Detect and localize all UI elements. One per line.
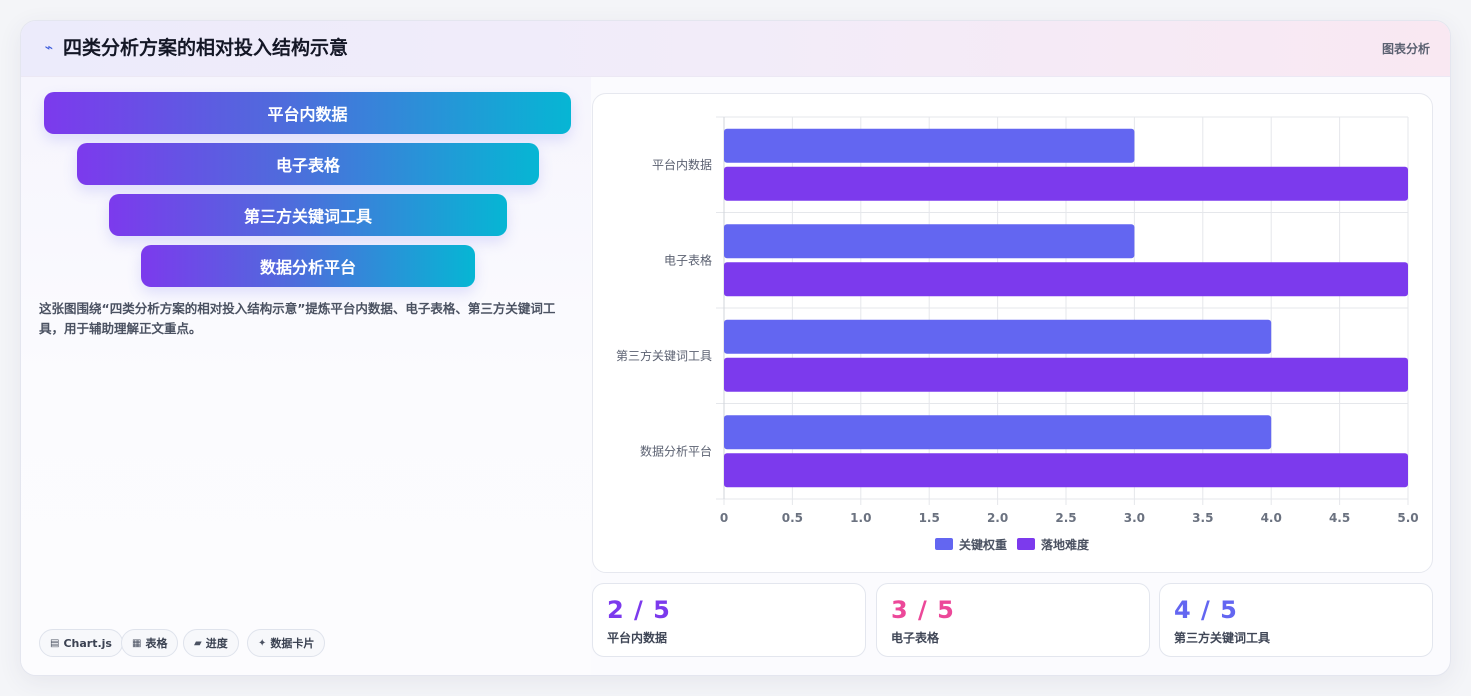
stat-value: 2 / 5 [607,596,671,624]
legend-label: 落地难度 [1041,537,1090,552]
x-tick-label: 0.5 [782,511,803,525]
funnel-bar: 电子表格 [77,143,539,185]
x-tick-label: 5.0 [1397,511,1418,525]
bar-weight [724,319,1272,354]
stat-label: 电子表格 [891,631,940,645]
funnel-bar: 数据分析平台 [141,245,475,287]
sparkle-icon: ✦ [258,637,267,649]
tag-progress[interactable]: ▰ 进度 [183,629,239,657]
category-label: 数据分析平台 [640,443,712,458]
x-tick-label: 4.5 [1329,511,1350,525]
stat-value: 3 / 5 [891,596,955,624]
x-tick-label: 4.0 [1261,511,1282,525]
stat-card: 3 / 5 电子表格 [876,583,1150,657]
left-panel: 平台内数据 电子表格 第三方关键词工具 数据分析平台 这张图围绕“四类分析方案的… [21,77,591,675]
legend-swatch [935,538,953,550]
bar-difficulty [724,166,1408,201]
bar-difficulty [724,357,1408,392]
funnel-label: 平台内数据 [267,105,348,124]
header-tag: 图表分析 [1381,42,1430,56]
x-tick-label: 1.5 [919,511,940,525]
table-icon: ▦ [132,637,142,649]
chart-card: 0 0.5 1.0 1.5 2.0 2.5 3.0 3.5 4.0 4.5 5.0 平台内数据电子表格… [592,93,1433,573]
card-header: ⌁ 四类分析方案的相对投入结构示意 图表分析 [21,21,1450,77]
chart-line-icon: ⌁ [44,40,54,56]
category-label: 平台内数据 [652,157,712,172]
stat-label: 平台内数据 [607,631,668,645]
tag-label: 表格 [145,637,168,650]
page-title: 四类分析方案的相对投入结构示意 [63,37,349,59]
analysis-card: ⌁ 四类分析方案的相对投入结构示意 图表分析 平台内数据 电子表格 第三方关键词… [20,20,1451,676]
bar-weight [724,415,1272,450]
x-tick-label: 2.5 [1055,511,1076,525]
category-label: 第三方关键词工具 [616,348,712,363]
stat-card: 2 / 5 平台内数据 [592,583,866,657]
tag-label: 进度 [205,637,228,650]
description-text: 这张图围绕“四类分析方案的相对投入结构示意”提炼平台内数据、电子表格、第三方关键… [39,301,556,336]
funnel-bar: 平台内数据 [44,92,571,134]
funnel-label: 数据分析平台 [259,258,356,277]
stat-label: 第三方关键词工具 [1174,631,1271,645]
x-tick-label: 3.0 [1124,511,1145,525]
bar-weight [724,128,1135,163]
bar-difficulty [724,262,1408,297]
tag-data-card[interactable]: ✦ 数据卡片 [247,629,326,657]
category-label: 电子表格 [664,252,712,267]
tag-label: 数据卡片 [270,637,315,650]
bar-chart: 0 0.5 1.0 1.5 2.0 2.5 3.0 3.5 4.0 4.5 5.0 平台内数据电子表格… [616,116,1419,552]
tag-label: Chart.js [63,636,112,650]
bar-weight [724,224,1135,259]
legend-swatch [1017,538,1035,550]
tag-table[interactable]: ▦ 表格 [121,629,179,657]
stat-card: 4 / 5 第三方关键词工具 [1159,583,1433,657]
funnel-label: 电子表格 [275,156,340,175]
stat-value: 4 / 5 [1174,596,1238,624]
funnel-label: 第三方关键词工具 [243,207,372,226]
legend-label: 关键权重 [959,537,1007,552]
progress-icon: ▰ [194,637,202,649]
funnel-bar: 第三方关键词工具 [109,194,507,236]
x-tick-label: 3.5 [1192,511,1213,525]
x-tick-label: 0 [720,511,728,525]
tag-chartjs[interactable]: ▤ Chart.js [39,629,123,657]
x-tick-label: 2.0 [987,511,1008,525]
x-tick-label: 1.0 [850,511,871,525]
chart-icon: ▤ [50,637,60,649]
bar-difficulty [724,453,1408,488]
